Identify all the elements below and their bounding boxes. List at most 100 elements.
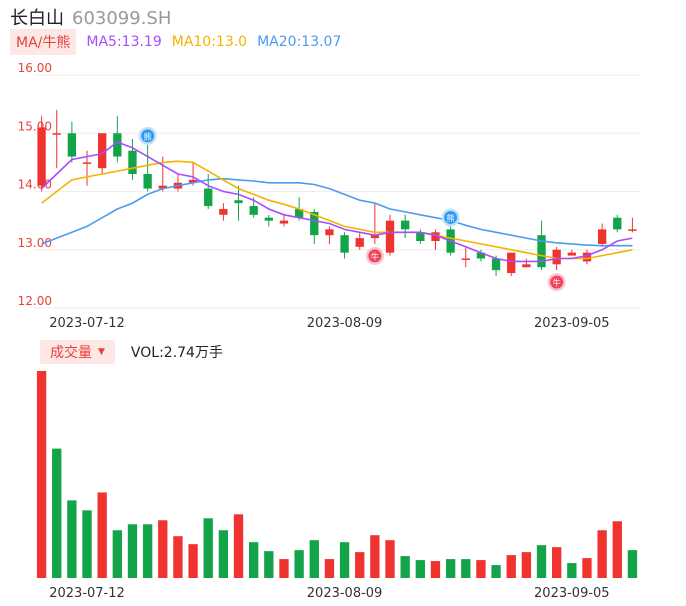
candle-body xyxy=(158,185,167,189)
volume-bar xyxy=(567,563,577,578)
date-tick-label: 2023-07-12 xyxy=(49,586,125,601)
bull-marker: 牛 xyxy=(365,246,384,265)
volume-bar xyxy=(158,520,168,578)
volume-bar xyxy=(370,535,380,578)
volume-bar xyxy=(218,530,229,578)
candle-body xyxy=(613,217,622,230)
candle-body xyxy=(204,188,213,207)
volume-bar xyxy=(233,514,244,578)
candle-body xyxy=(279,220,289,224)
candle-body xyxy=(67,133,77,157)
volume-bar xyxy=(127,524,138,578)
candle-body xyxy=(355,238,364,247)
volume-bar xyxy=(445,559,456,578)
candle-body xyxy=(476,252,486,259)
volume-bar xyxy=(203,518,213,578)
volume-bar xyxy=(612,521,622,578)
ma-legend: MA/牛熊 MA5:13.19 MA10:13.0 MA20:13.07 xyxy=(10,29,342,55)
volume-bar xyxy=(36,371,47,578)
stock-header: 长白山 603099.SH xyxy=(10,4,171,29)
candle-body xyxy=(582,252,592,262)
volume-date-axis: 2023-07-12 2023-08-09 2023-09-05 xyxy=(49,586,609,601)
candle-body xyxy=(188,179,198,183)
candle-body xyxy=(143,174,152,189)
volume-bar xyxy=(324,559,335,578)
volume-bar xyxy=(52,448,62,578)
volume-bar xyxy=(400,556,410,578)
volume-legend: 成交量 ▼ VOL:2.74万手 xyxy=(40,340,223,364)
bear-icon xyxy=(444,210,458,224)
candle-body xyxy=(234,200,243,204)
volume-bar xyxy=(294,550,304,578)
volume-bars xyxy=(36,371,638,578)
volume-bar xyxy=(597,530,607,578)
volume-bar xyxy=(249,542,259,578)
volume-bar xyxy=(142,524,153,578)
candle-body xyxy=(340,235,349,253)
candle-body xyxy=(294,208,304,218)
candle-body xyxy=(82,162,92,164)
date-tick-label: 2023-09-05 xyxy=(534,316,610,331)
volume-indicator-label: 成交量 xyxy=(50,345,92,361)
candle-body xyxy=(52,133,61,135)
ma20-value: MA20:13.07 xyxy=(257,34,342,50)
stock-name: 长白山 xyxy=(10,8,64,29)
candle-body xyxy=(249,206,258,215)
ma20-line xyxy=(41,177,633,247)
date-axis: 2023-07-12 2023-08-09 2023-09-05 xyxy=(49,316,609,331)
candle-body xyxy=(431,232,440,242)
volume-value: VOL:2.74万手 xyxy=(130,345,223,361)
candle-body xyxy=(264,217,273,221)
candle-body xyxy=(567,252,576,256)
volume-bar xyxy=(491,565,501,578)
price-tick-label: 12.00 xyxy=(18,294,52,308)
marker-label: 熊 xyxy=(447,213,455,223)
volume-bar xyxy=(82,510,92,578)
candle-body xyxy=(628,229,637,231)
candle-body xyxy=(113,133,122,157)
ma5-value: MA5:13.19 xyxy=(86,34,162,50)
ma10-line xyxy=(41,160,633,260)
candle-body xyxy=(310,211,319,236)
volume-bar xyxy=(188,544,198,578)
volume-bar xyxy=(309,540,319,578)
candle-body xyxy=(37,127,46,186)
volume-bar xyxy=(521,552,532,578)
caret-down-icon: ▼ xyxy=(98,347,105,357)
volume-bar xyxy=(279,559,289,578)
volume-bar xyxy=(97,492,107,578)
candle-body xyxy=(522,264,531,268)
ma10-value: MA10:13.0 xyxy=(171,34,248,50)
volume-bar xyxy=(112,530,122,578)
volume-bar xyxy=(476,560,486,578)
candle-body xyxy=(385,220,395,253)
marker-label: 牛 xyxy=(553,278,561,288)
candle-body xyxy=(537,235,546,268)
volume-bar xyxy=(461,559,471,578)
candle-body xyxy=(597,229,607,244)
date-tick-label: 2023-09-05 xyxy=(534,586,610,601)
candle-body xyxy=(98,133,107,169)
marker-label: 牛 xyxy=(371,251,379,261)
volume-bar xyxy=(385,540,395,578)
price-tick-label: 15.00 xyxy=(18,119,52,133)
date-tick-label: 2023-08-09 xyxy=(307,586,383,601)
volume-indicator-selector[interactable]: 成交量 ▼ xyxy=(40,340,115,364)
ma5-line xyxy=(41,141,633,263)
volume-bar xyxy=(506,555,516,578)
volume-bar xyxy=(355,552,365,578)
volume-bar xyxy=(173,536,183,578)
bull-marker: 牛 xyxy=(547,273,566,292)
ma-indicator-selector[interactable]: MA/牛熊 xyxy=(10,29,77,55)
candle-body xyxy=(507,252,516,274)
volume-bar xyxy=(264,551,274,578)
candle-body xyxy=(491,258,501,271)
date-tick-label: 2023-07-12 xyxy=(49,316,125,331)
price-tick-label: 16.00 xyxy=(18,61,52,75)
volume-bar xyxy=(627,550,638,578)
volume-bar xyxy=(415,560,425,578)
bear-icon xyxy=(141,129,155,143)
candle-body xyxy=(401,220,410,230)
candle-body xyxy=(552,249,561,265)
